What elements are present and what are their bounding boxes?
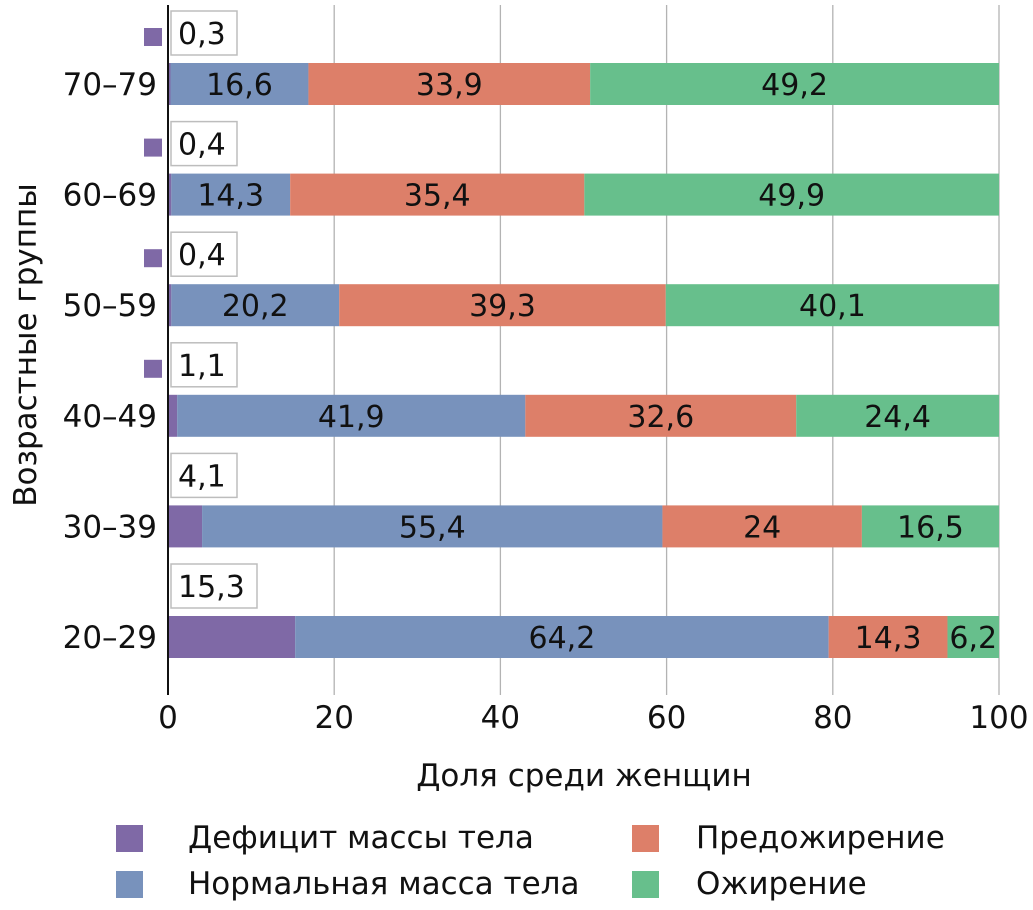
gridlines (333, 5, 1000, 695)
data-label: 32,6 (627, 400, 694, 435)
data-label: 4,1 (178, 459, 226, 494)
y-category-label: 20–29 (63, 620, 157, 656)
data-label: 55,4 (399, 510, 466, 545)
legend-item-preobesity: Предожирение (632, 816, 945, 860)
x-tick-label: 80 (813, 700, 852, 736)
bar-segment (861, 505, 999, 548)
legend-label: Предожирение (696, 820, 945, 856)
data-label: 14,3 (855, 621, 922, 656)
data-label: 24 (743, 510, 781, 545)
data-label: 64,2 (528, 621, 595, 656)
bar-segment (168, 284, 172, 327)
x-tick-label: 20 (314, 700, 353, 736)
deficit-marker (144, 138, 162, 157)
legend-label: Дефицит массы тела (188, 820, 534, 856)
deficit-marker (144, 359, 162, 378)
data-label-box (170, 563, 258, 609)
legend-swatch-preobesity (632, 824, 659, 852)
legend-item-normal: Нормальная масса тела (116, 862, 579, 906)
bar-segment (168, 63, 171, 105)
bar-segment (295, 616, 829, 658)
bar-segment (168, 616, 296, 658)
data-label: 33,9 (416, 68, 483, 103)
data-label-box (170, 342, 238, 388)
legend-item-deficit: Дефицит массы тела (116, 816, 534, 860)
data-label: 16,5 (897, 510, 964, 545)
data-label: 49,2 (761, 68, 828, 103)
stacked-bar-chart: 16,6 33,9 49,2 0,3 14,3 35,4 49,9 0,4 20,2 39,3 40… (8, 5, 1029, 794)
data-label: 1,1 (178, 349, 226, 384)
data-label: 0,4 (178, 238, 226, 273)
data-label-box (170, 120, 238, 167)
data-label: 24,4 (864, 400, 931, 435)
legend-label: Ожирение (696, 866, 867, 902)
y-category-label: 60–69 (63, 178, 157, 214)
deficit-marker (144, 249, 162, 268)
bar-segment (290, 173, 585, 216)
data-label: 6,2 (949, 621, 997, 656)
y-category-label: 70–79 (63, 67, 157, 103)
axes: 0 20 40 60 80 100 70–79 60–69 50–59 40–49 30–39 20–… (63, 5, 1029, 736)
data-label-box (170, 231, 238, 277)
data-label: 15,3 (178, 570, 245, 605)
bar-segment (590, 63, 999, 105)
bar-segment (168, 394, 178, 437)
y-category-label: 30–39 (63, 509, 157, 545)
bar-segment (584, 173, 999, 216)
data-label: 20,2 (222, 289, 289, 324)
bars: 16,6 33,9 49,2 0,3 14,3 35,4 49,9 0,4 20,2 39,3 40… (144, 10, 999, 658)
legend-item-obesity: Ожирение (632, 862, 867, 906)
bar-segment (525, 394, 797, 437)
bar-segment (828, 616, 948, 658)
data-label: 40,1 (799, 289, 866, 324)
bar-segment (171, 173, 291, 216)
bar-segment (168, 505, 203, 548)
legend-swatch-deficit (116, 824, 143, 852)
y-axis-title: Возрастные группы (8, 183, 44, 507)
y-category-label: 50–59 (63, 288, 157, 324)
x-tick-label: 100 (969, 700, 1028, 736)
x-tick-label: 60 (647, 700, 686, 736)
legend-label: Нормальная масса тела (188, 866, 580, 902)
bar-segment (308, 63, 591, 105)
data-label: 49,9 (758, 179, 825, 214)
legend: Дефицит массы тела Предожирение Нормальн… (0, 810, 1033, 910)
bar-segment (168, 173, 172, 216)
bar-segment (339, 284, 666, 327)
bar-segment (171, 284, 340, 327)
data-label: 39,3 (469, 289, 536, 324)
data-label: 35,4 (404, 179, 471, 214)
bar-segment (796, 394, 999, 437)
bar-segment (177, 394, 526, 437)
x-axis-title: Доля среди женщин (416, 758, 752, 794)
data-label-box (170, 452, 238, 499)
data-label: 16,6 (206, 68, 273, 103)
x-tick-label: 40 (481, 700, 520, 736)
legend-swatch-normal (116, 870, 143, 898)
bar-segment (662, 505, 862, 548)
bar-segment (170, 63, 309, 105)
deficit-marker (144, 28, 162, 46)
bar-segment (202, 505, 663, 548)
legend-swatch-obesity (632, 870, 659, 898)
y-category-label: 40–49 (63, 399, 157, 435)
x-tick-label: 0 (158, 700, 178, 736)
bar-segment (665, 284, 999, 327)
data-label: 0,4 (178, 128, 226, 163)
data-label-box (170, 10, 238, 56)
data-label: 14,3 (197, 179, 264, 214)
data-label: 41,9 (318, 400, 385, 435)
bar-segment (947, 616, 999, 658)
data-label: 0,3 (178, 17, 226, 52)
